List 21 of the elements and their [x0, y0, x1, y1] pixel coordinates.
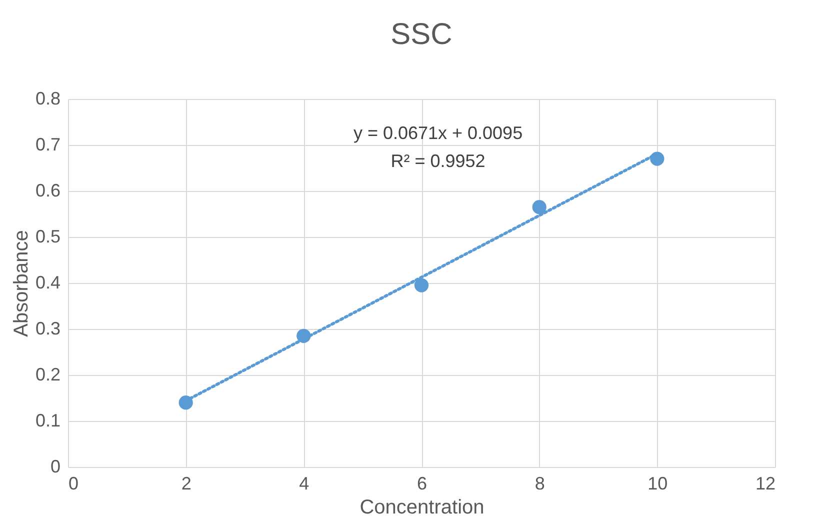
x-tick-label: 12 [755, 474, 776, 494]
y-tick-label: 0.2 [35, 364, 60, 384]
y-tick-label: 0 [50, 456, 60, 476]
y-tick-label: 0.1 [35, 410, 60, 430]
x-tick-label: 8 [534, 474, 545, 494]
x-tick-label: 2 [181, 474, 192, 494]
chart-title: SSC [390, 18, 452, 51]
y-tick-label: 0.3 [35, 318, 60, 338]
x-tick-label: 6 [416, 474, 428, 494]
y-tick-label: 0.7 [35, 134, 60, 154]
y-tick-label: 0.6 [35, 180, 60, 200]
x-tick-label: 4 [299, 474, 310, 494]
annotation: y = 0.0671x + 0.0095 [353, 123, 523, 143]
annotation: R² = 0.9952 [390, 151, 486, 171]
y-tick-label: 0.8 [35, 88, 60, 108]
y-tick-label: 0.5 [35, 226, 60, 246]
x-tick-label: 0 [68, 474, 79, 494]
y-tick-label: 0.4 [35, 272, 60, 292]
x-axis-title: Concentration [360, 496, 484, 518]
x-tick-label: 10 [648, 474, 668, 494]
y-axis-title: Absorbance [10, 230, 32, 337]
